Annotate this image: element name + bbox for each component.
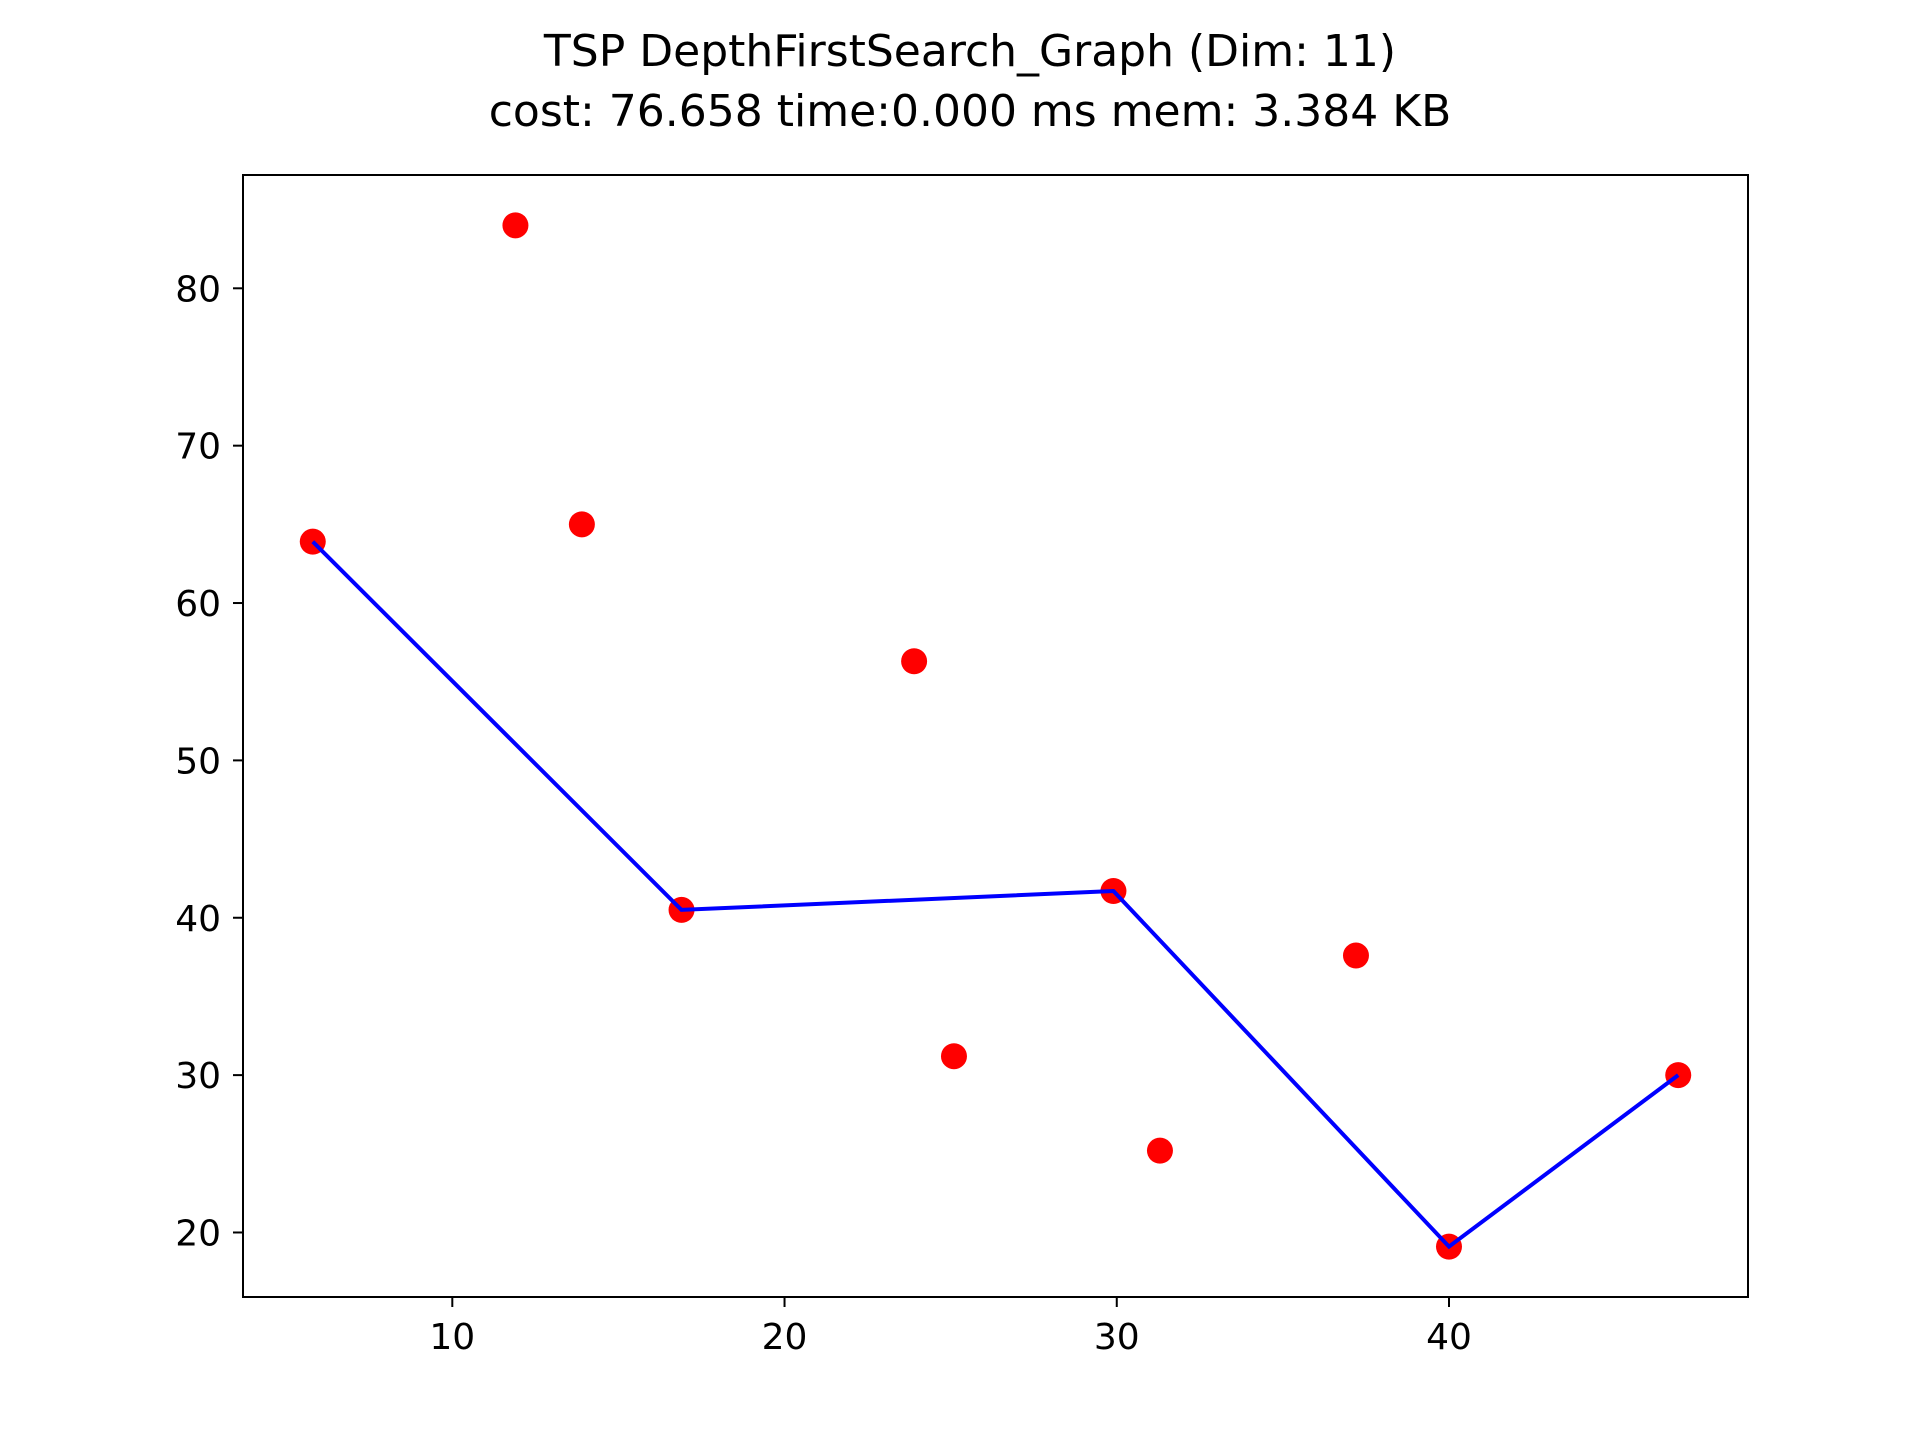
scatter-point-1 [502, 212, 529, 239]
scatter-point-4 [901, 648, 928, 675]
y-tick-label-30: 30 [175, 1056, 221, 1097]
chart-subtitle: cost: 76.658 time:0.000 ms mem: 3.384 KB [489, 86, 1452, 137]
x-tick-label-30: 30 [1094, 1317, 1140, 1358]
scatter-point-8 [1342, 942, 1369, 969]
axes-frame [242, 174, 1749, 1298]
tour-path-line [311, 540, 1680, 1250]
chart-title: TSP DepthFirstSearch_Graph (Dim: 11) [543, 26, 1396, 77]
y-tick-label-70: 70 [175, 427, 221, 468]
axis-ticks: 10 20 30 40 20 30 40 50 60 70 80 [175, 269, 1472, 1358]
x-tick-label-20: 20 [762, 1317, 808, 1358]
scatter-point-7 [1146, 1137, 1173, 1164]
x-tick-label-10: 10 [429, 1317, 475, 1358]
y-tick-label-50: 50 [175, 741, 221, 782]
y-tick-label-80: 80 [175, 269, 221, 310]
y-tick-label-40: 40 [175, 899, 221, 940]
scatter-point-5 [940, 1043, 967, 1070]
plot-area [299, 212, 1692, 1260]
y-tick-label-60: 60 [175, 584, 221, 625]
y-tick-label-20: 20 [175, 1213, 221, 1254]
x-tick-label-40: 40 [1426, 1317, 1472, 1358]
scatter-point-2 [568, 511, 595, 538]
